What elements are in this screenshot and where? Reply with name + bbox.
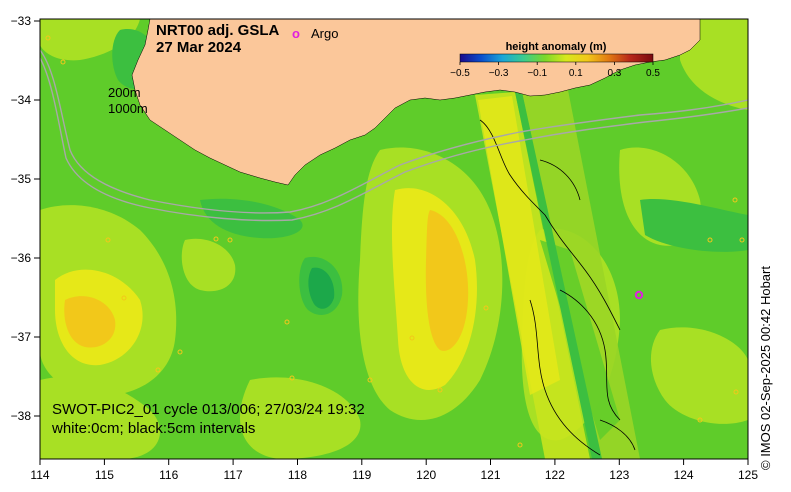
colorbar-tick: −0.3 (489, 68, 509, 79)
plot-area (40, 19, 748, 459)
plot-frame (39, 18, 749, 460)
x-tick-label: 121 (480, 468, 500, 482)
x-tick-label: 118 (288, 468, 307, 482)
isobath-label-200: 200m (108, 85, 141, 100)
y-tick-label: −33 (11, 14, 32, 28)
y-tick-label: −34 (11, 93, 32, 107)
x-tick-label: 117 (224, 468, 243, 482)
x-tick-label: 125 (738, 468, 758, 482)
credit-text: © IMOS 02-Sep-2025 00:42 Hobart (758, 266, 773, 470)
argo-float-marker (634, 290, 644, 300)
map-title-product: NRT00 adj. GSLA (156, 22, 280, 39)
colorbar-tick: 0.1 (569, 68, 583, 79)
colorbar-tick: 0.3 (607, 68, 621, 79)
isobath-lines (40, 49, 748, 222)
x-tick-label: 120 (416, 468, 436, 482)
y-tick-marks (34, 20, 40, 417)
x-tick-label: 115 (95, 468, 114, 482)
isobath-label-1000: 1000m (108, 101, 148, 116)
y-tick-label: −38 (11, 409, 32, 423)
swot-annotation-line1: SWOT-PIC2_01 cycle 013/006; 27/03/24 19:… (52, 401, 365, 418)
x-axis-labels: 114 115 116 117 118 119 120 121 122 123 … (30, 468, 758, 482)
swot-swath (475, 90, 640, 459)
x-tick-marks (39, 459, 749, 465)
x-tick-label: 114 (30, 468, 49, 482)
swot-annotation-line2: white:0cm; black:5cm intervals (51, 420, 255, 437)
argo-legend-symbol: o (292, 26, 300, 41)
x-tick-label: 123 (609, 468, 629, 482)
colorbar: height anomaly (m) −0.5 −0.3 −0.1 0.1 0.… (450, 41, 660, 79)
x-tick-label: 122 (545, 468, 565, 482)
colorbar-tick: −0.1 (527, 68, 547, 79)
x-tick-label: 124 (674, 468, 694, 482)
y-tick-label: −35 (11, 172, 32, 186)
y-tick-label: −37 (11, 330, 32, 344)
colorbar-tick: 0.5 (646, 68, 660, 79)
y-tick-label: −36 (11, 251, 32, 265)
map-title-date: 27 Mar 2024 (156, 39, 242, 56)
colorbar-gradient (459, 53, 654, 63)
colorbar-tick: −0.5 (450, 68, 470, 79)
float-markers (45, 35, 745, 448)
colorbar-title: height anomaly (m) (506, 41, 607, 53)
y-axis-labels: −33 −34 −35 −36 −37 −38 (11, 14, 32, 423)
x-tick-label: 116 (159, 468, 178, 482)
argo-legend-label: Argo (311, 26, 338, 41)
x-tick-label: 119 (352, 468, 371, 482)
